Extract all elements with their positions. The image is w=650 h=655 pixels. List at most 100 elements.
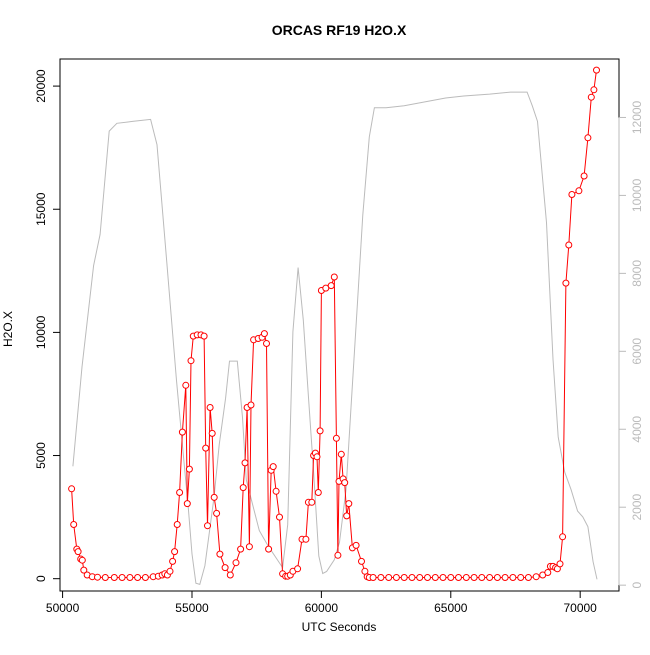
data-point bbox=[232, 559, 240, 567]
data-point bbox=[392, 574, 400, 581]
data-point bbox=[562, 279, 570, 287]
data-point bbox=[447, 574, 455, 581]
y-tick-label: 10000 bbox=[34, 315, 48, 349]
data-point bbox=[206, 404, 214, 411]
data-point bbox=[334, 551, 342, 559]
data-point bbox=[185, 465, 193, 473]
data-point bbox=[385, 574, 393, 581]
data-point bbox=[358, 557, 365, 565]
data-point bbox=[183, 500, 191, 508]
primary-series-layer bbox=[68, 66, 600, 581]
data-point bbox=[501, 574, 509, 581]
data-point bbox=[532, 573, 540, 581]
data-point bbox=[314, 489, 322, 496]
data-point bbox=[313, 453, 321, 461]
data-point bbox=[330, 273, 338, 281]
data-point bbox=[169, 557, 177, 565]
data-point bbox=[226, 571, 234, 579]
data-point bbox=[210, 493, 218, 501]
x-axis-title: UTC Seconds bbox=[302, 620, 377, 634]
x-tick-label: 60000 bbox=[305, 601, 339, 615]
data-point bbox=[247, 401, 255, 409]
y2-tick-label: 0 bbox=[630, 581, 644, 588]
data-point bbox=[239, 484, 247, 492]
primary-series-line bbox=[71, 70, 597, 578]
data-point bbox=[308, 498, 316, 506]
data-point bbox=[332, 434, 340, 442]
data-point bbox=[173, 521, 181, 528]
y2-tick-label: 4000 bbox=[630, 416, 644, 443]
y-tick-label: 5000 bbox=[34, 442, 48, 469]
data-point bbox=[424, 574, 431, 581]
data-point bbox=[182, 381, 190, 389]
data-point bbox=[171, 548, 179, 556]
data-point bbox=[216, 550, 224, 558]
data-point bbox=[126, 574, 134, 581]
data-point bbox=[478, 574, 486, 581]
data-point bbox=[369, 574, 377, 581]
secondary-series-layer bbox=[72, 91, 598, 586]
y2-tick-label: 6000 bbox=[630, 338, 644, 365]
y2-tick-label: 10000 bbox=[630, 178, 644, 212]
data-point bbox=[580, 172, 588, 180]
data-point bbox=[134, 574, 142, 581]
data-point bbox=[352, 541, 360, 549]
data-point bbox=[575, 187, 583, 195]
data-point bbox=[276, 513, 283, 521]
data-point bbox=[141, 574, 149, 581]
y-tick-label: 15000 bbox=[34, 192, 48, 226]
y2-tick-label: 2000 bbox=[630, 494, 644, 521]
data-point bbox=[587, 93, 595, 101]
data-point bbox=[565, 241, 573, 249]
data-point bbox=[593, 66, 600, 74]
data-point bbox=[245, 543, 253, 551]
data-point bbox=[517, 574, 525, 581]
x-tick-label: 50000 bbox=[46, 601, 80, 615]
data-point bbox=[343, 512, 351, 520]
x-tick-label: 55000 bbox=[175, 601, 209, 615]
data-point bbox=[200, 332, 208, 340]
data-point bbox=[341, 479, 349, 487]
data-point bbox=[187, 357, 195, 365]
data-point bbox=[269, 463, 277, 471]
chart-title: ORCAS RF19 H2O.X bbox=[272, 22, 407, 38]
data-point bbox=[208, 429, 216, 437]
axes-layer: 50000 55000 60000 65000 70000050001000015000… bbox=[34, 69, 644, 615]
data-point bbox=[118, 574, 126, 581]
secondary-series-line bbox=[72, 91, 598, 586]
data-point bbox=[204, 522, 211, 530]
data-point bbox=[78, 556, 86, 564]
data-point bbox=[237, 545, 245, 553]
data-point bbox=[176, 489, 184, 496]
data-point bbox=[486, 574, 494, 581]
data-point bbox=[556, 560, 564, 568]
y2-tick-label: 8000 bbox=[630, 260, 644, 287]
data-point bbox=[68, 485, 76, 493]
data-point bbox=[221, 564, 229, 572]
data-point bbox=[94, 573, 101, 581]
data-point bbox=[294, 565, 302, 573]
data-point bbox=[70, 521, 78, 528]
data-point bbox=[590, 86, 598, 94]
data-point bbox=[272, 487, 280, 495]
data-point bbox=[439, 574, 447, 581]
data-point bbox=[470, 574, 478, 581]
data-point bbox=[241, 459, 249, 467]
data-point bbox=[455, 574, 462, 581]
data-point bbox=[509, 574, 517, 581]
data-point bbox=[327, 282, 335, 290]
data-point bbox=[263, 340, 270, 347]
data-point bbox=[408, 574, 416, 581]
data-point bbox=[337, 450, 345, 458]
data-point bbox=[101, 574, 109, 581]
data-point bbox=[80, 566, 88, 574]
data-point bbox=[431, 574, 439, 581]
data-point bbox=[416, 574, 424, 581]
x-tick-label: 65000 bbox=[434, 601, 468, 615]
y2-tick-label: 12000 bbox=[630, 100, 644, 134]
data-point bbox=[568, 191, 576, 198]
data-point bbox=[524, 574, 532, 581]
data-point bbox=[213, 509, 221, 517]
